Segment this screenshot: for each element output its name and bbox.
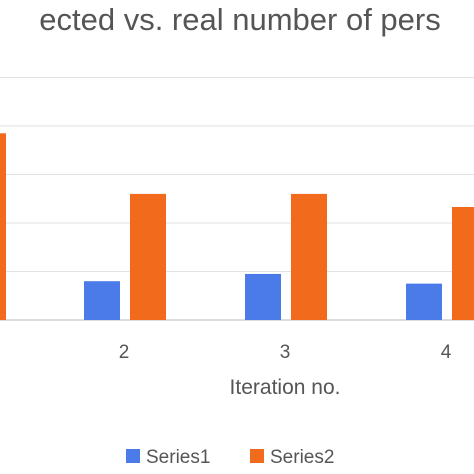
bar-series1-3	[245, 273, 281, 320]
legend-swatch-series2	[250, 449, 264, 463]
legend-label-series1: Series1	[146, 447, 210, 468]
bar-series2-2	[130, 193, 166, 320]
bar-series1-2	[84, 281, 120, 320]
bar-series1-4	[406, 283, 442, 320]
bar-series2-4	[452, 206, 474, 320]
bars	[0, 133, 474, 320]
chart-title: ected vs. real number of pers	[39, 2, 441, 37]
legend-label-series2: Series2	[270, 447, 334, 468]
legend: Series1 Series2	[126, 447, 334, 468]
bar-series2-3	[291, 193, 327, 320]
x-axis-label: Iteration no.	[230, 376, 341, 399]
legend-swatch-series1	[126, 449, 140, 463]
gridlines	[0, 77, 474, 321]
x-tick-label: 2	[119, 342, 130, 363]
bar-series2-1	[0, 133, 6, 320]
x-tick-label: 3	[280, 342, 291, 363]
x-tick-label: 4	[441, 342, 452, 363]
x-tick-labels: 2 3 4	[119, 342, 452, 363]
